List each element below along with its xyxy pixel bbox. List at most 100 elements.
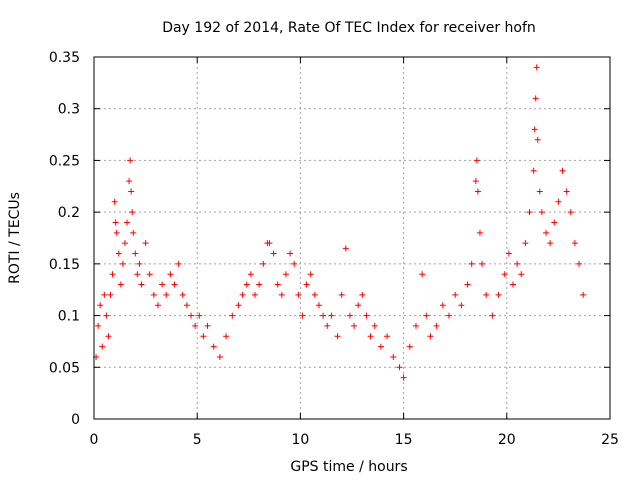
data-point (150, 291, 157, 298)
data-point (489, 312, 496, 319)
data-point (97, 302, 104, 309)
data-point (536, 188, 543, 195)
x-tick-label: 5 (193, 432, 202, 448)
data-point (571, 240, 578, 247)
data-point (390, 353, 397, 360)
data-point (567, 209, 574, 216)
data-point (115, 250, 122, 257)
data-point (239, 291, 246, 298)
data-point (468, 260, 475, 267)
y-tick-label: 0.2 (58, 205, 80, 221)
data-point (324, 322, 331, 329)
data-point (127, 157, 134, 164)
data-point (260, 260, 267, 267)
data-point (342, 245, 349, 252)
data-point (538, 209, 545, 216)
data-point (351, 322, 358, 329)
data-point (154, 302, 161, 309)
data-point (367, 333, 374, 340)
data-point (547, 240, 554, 247)
x-tick-label: 15 (395, 432, 413, 448)
data-point (266, 240, 273, 247)
y-tick-label: 0.35 (49, 50, 80, 66)
data-point (196, 312, 203, 319)
data-point (179, 291, 186, 298)
x-tick-label: 25 (601, 432, 619, 448)
data-point (505, 250, 512, 257)
data-point (287, 250, 294, 257)
y-tick-label: 0.3 (58, 102, 80, 118)
data-point (514, 260, 521, 267)
data-point (235, 302, 242, 309)
data-point (109, 271, 116, 278)
data-point (175, 260, 182, 267)
data-point (113, 229, 120, 236)
data-point (474, 188, 481, 195)
y-axis-label: ROTI / TECUs (7, 192, 23, 284)
data-point (188, 312, 195, 319)
data-point (433, 322, 440, 329)
data-point (377, 343, 384, 350)
data-point (163, 291, 170, 298)
data-point (472, 178, 479, 185)
data-point (229, 312, 236, 319)
data-point (303, 281, 310, 288)
data-point (563, 188, 570, 195)
data-point (439, 302, 446, 309)
data-point (419, 271, 426, 278)
x-tick-label: 0 (90, 432, 99, 448)
data-point (216, 353, 223, 360)
y-tick-label: 0.1 (58, 309, 80, 325)
data-point (526, 209, 533, 216)
data-point (111, 198, 118, 205)
x-axis-label: GPS time / hours (290, 459, 407, 475)
data-point (138, 281, 145, 288)
data-point (146, 271, 153, 278)
data-point (243, 281, 250, 288)
data-point (534, 136, 541, 143)
data-point (251, 291, 258, 298)
data-point (223, 333, 230, 340)
data-point (464, 281, 471, 288)
data-point (355, 302, 362, 309)
data-point (130, 229, 137, 236)
data-point (307, 271, 314, 278)
data-point (121, 240, 128, 247)
data-point (406, 343, 413, 350)
data-point (551, 219, 558, 226)
data-point (396, 364, 403, 371)
y-tick-label: 0.05 (49, 360, 80, 376)
data-point (167, 271, 174, 278)
data-point (320, 312, 327, 319)
data-point (412, 322, 419, 329)
data-point (311, 291, 318, 298)
data-point (501, 271, 508, 278)
data-point (119, 260, 126, 267)
data-point (129, 209, 136, 216)
data-point (359, 291, 366, 298)
data-point (183, 302, 190, 309)
x-tick-label: 10 (291, 432, 309, 448)
data-point (518, 271, 525, 278)
data-point (171, 281, 178, 288)
data-point (295, 291, 302, 298)
data-point (128, 188, 135, 195)
data-point (99, 343, 106, 350)
plot-frame (93, 56, 611, 420)
data-point (200, 333, 207, 340)
data-point (126, 178, 133, 185)
data-point (543, 229, 550, 236)
data-point (136, 260, 143, 267)
data-point (530, 167, 537, 174)
data-point (256, 281, 263, 288)
data-point (101, 291, 108, 298)
data-point (95, 322, 102, 329)
data-point (134, 271, 141, 278)
data-point (159, 281, 166, 288)
data-point (473, 157, 480, 164)
chart-title: Day 192 of 2014, Rate Of TEC Index for r… (162, 20, 536, 36)
data-point (124, 219, 131, 226)
data-point (371, 322, 378, 329)
